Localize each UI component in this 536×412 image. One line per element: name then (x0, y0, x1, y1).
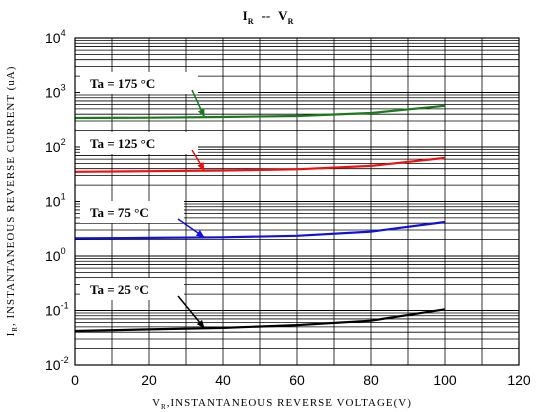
annotation-label-1: Ta = 125 °C (90, 136, 155, 151)
annotations: Ta = 175 °C Ta = 125 °C Ta = 75 °C Ta = 25 … (80, 72, 206, 329)
title-sep: -- (262, 8, 271, 23)
chart-title: IR -- VR (243, 8, 294, 26)
x-tick-label: 40 (215, 372, 231, 388)
ylabel-sub: R (11, 326, 19, 332)
series-line-2 (74, 220, 446, 240)
x-tick-label: 80 (363, 372, 379, 388)
annotation-box-2 (80, 201, 184, 223)
y-tick-label: 102 (45, 137, 66, 155)
annotation-box-0 (80, 72, 198, 94)
y-tick-label: 10-1 (45, 301, 69, 319)
x-tick-label: 100 (433, 372, 457, 388)
title-main-b: V (278, 8, 288, 23)
plot-frame (74, 37, 520, 366)
y-tick-label: 104 (45, 28, 66, 46)
title-sub-a: R (248, 17, 254, 26)
x-tick-label: 0 (71, 372, 79, 388)
x-axis-label: VR,INSTANTANEOUS REVERSE VOLTAGE(V) (152, 397, 412, 411)
y-tick-label: 10-2 (45, 355, 69, 373)
annotation-label-0: Ta = 175 °C (90, 76, 155, 91)
series-line-3 (74, 308, 446, 333)
x-tick-label: 120 (507, 372, 531, 388)
annotation-box-3 (80, 278, 184, 300)
annotation-label-2: Ta = 75 °C (90, 205, 149, 220)
series-line-0 (74, 104, 446, 120)
x-tick-label: 20 (141, 372, 157, 388)
annotation-arrowhead-0 (198, 108, 205, 118)
annotation-arrowhead-2 (195, 230, 205, 238)
title-main-a: I (243, 8, 248, 23)
axes: 0 20 40 60 80 100 120 10-2 10-1 100 101 102 103 104 (45, 28, 531, 388)
xlabel-text: ,INSTANTANEOUS REVERSE VOLTAGE(V) (167, 397, 412, 409)
ylabel-text: , INSTANTANEOUS REVERSE CURRENT (uA) (5, 66, 17, 326)
xlabel-sub: R (161, 403, 167, 411)
annotation-arrowhead-3 (196, 319, 205, 329)
annotation-box-1 (80, 132, 198, 154)
series-line-1 (74, 156, 446, 173)
y-tick-label: 101 (45, 192, 66, 210)
title-sub-b: R (288, 17, 294, 26)
ylabel-main: I (5, 332, 17, 337)
y-tick-label: 103 (45, 83, 66, 101)
annotation-arrowhead-1 (197, 162, 205, 171)
annotation-label-3: Ta = 25 °C (90, 282, 149, 297)
xlabel-main: V (152, 397, 161, 409)
series-lines (74, 104, 446, 333)
y-tick-label: 100 (45, 246, 66, 264)
x-tick-label: 60 (289, 372, 305, 388)
y-axis-label: IR, INSTANTANEOUS REVERSE CURRENT (uA) (5, 66, 19, 337)
